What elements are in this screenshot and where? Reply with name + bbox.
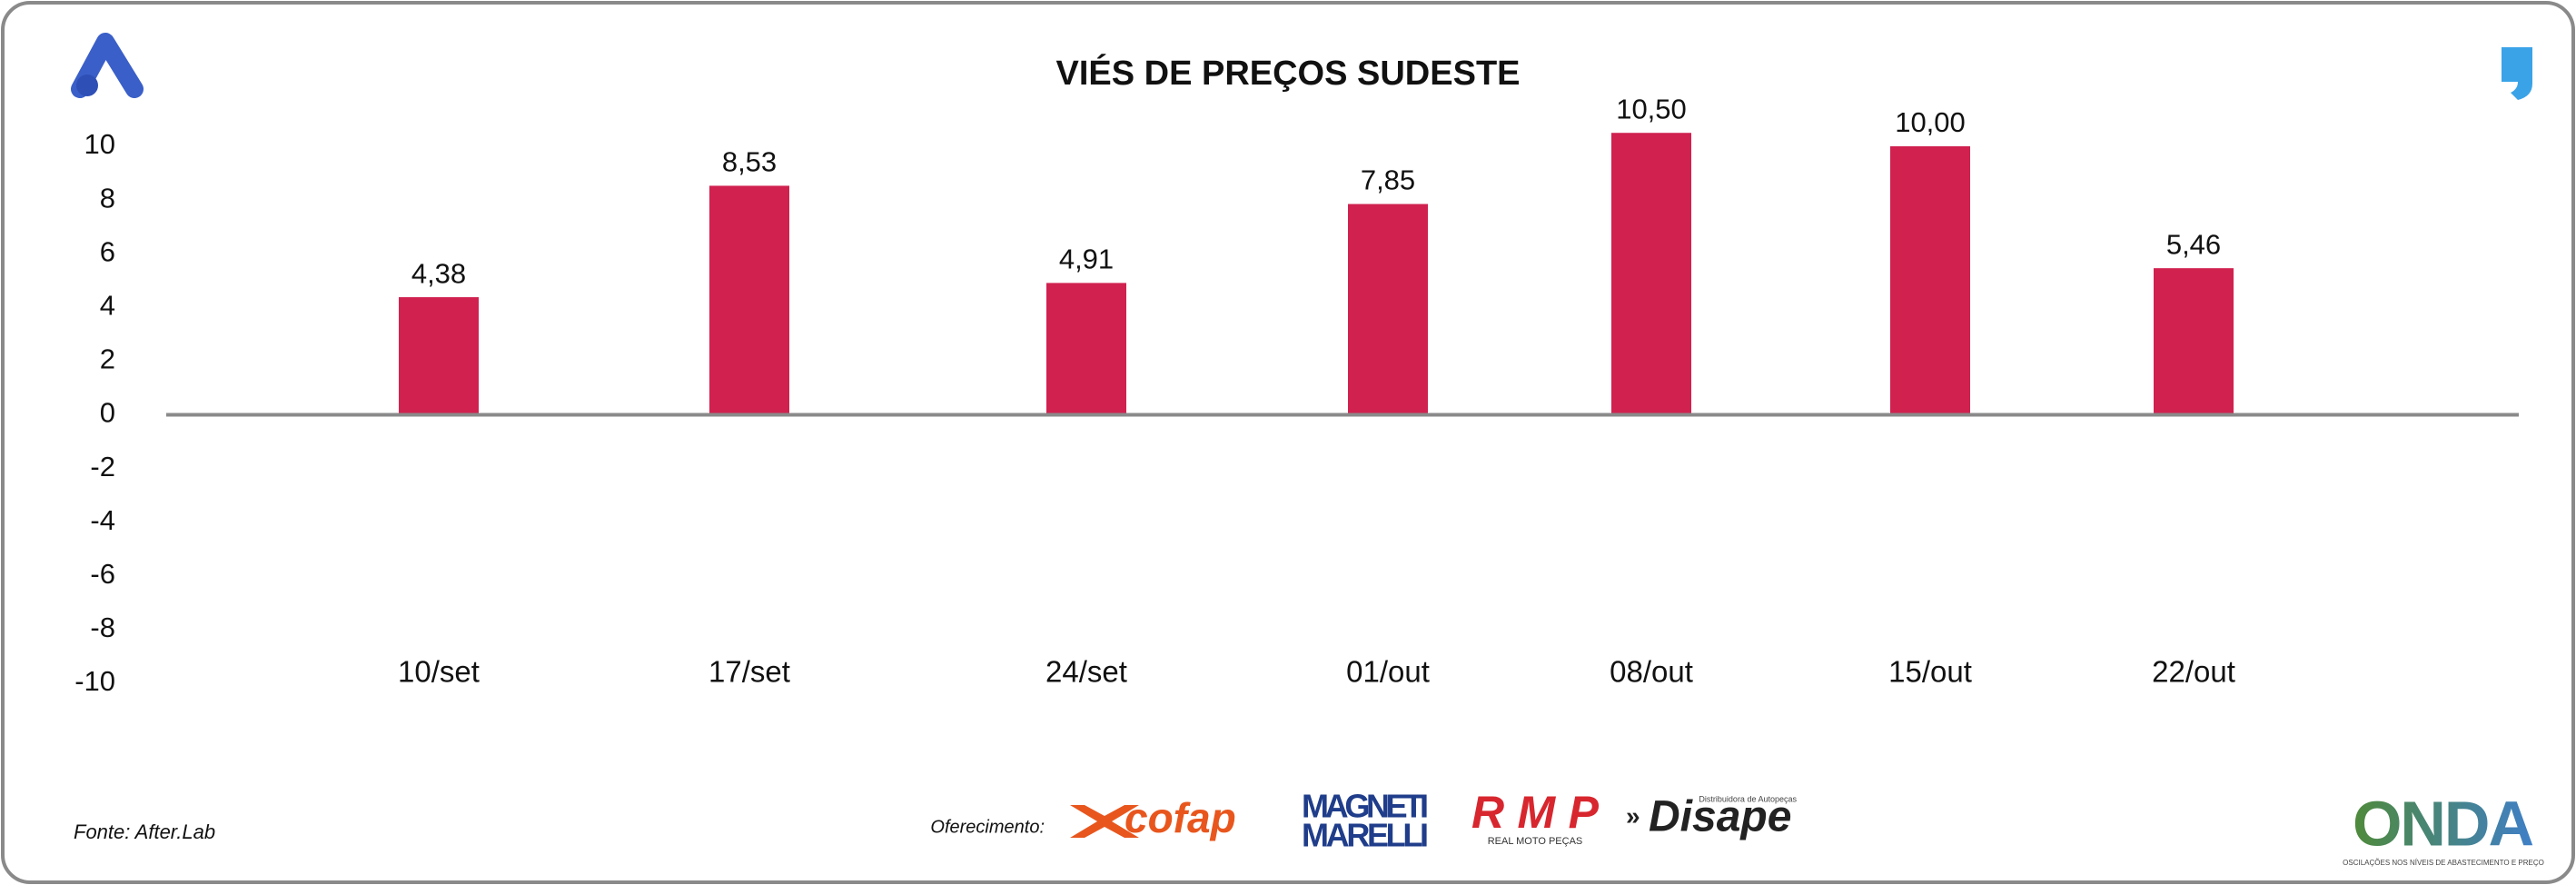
logo-a xyxy=(71,33,144,98)
sponsor: RMP xyxy=(1471,787,1600,838)
y-tick-label: 8 xyxy=(100,182,115,214)
logo-quote xyxy=(2502,47,2532,100)
sponsor: cofap xyxy=(1125,794,1236,841)
source: Fonte: After.Lab xyxy=(74,820,215,843)
sponsor-logos: cofap MAGNETI MARELLI RMP REAL MOTO PEÇA… xyxy=(1070,787,1797,854)
y-tick-label: 10 xyxy=(84,128,115,160)
sponsor: MARELLI xyxy=(1302,817,1429,854)
x-tick-label: 15/out xyxy=(1888,655,1972,689)
x-tick-label: 24/set xyxy=(1045,655,1127,689)
data-label: 10,50 xyxy=(1616,93,1687,124)
y-tick-label: 6 xyxy=(100,235,115,267)
y-tick-label: 4 xyxy=(100,289,115,321)
brand-tagline: OSCILAÇÕES NOS NÍVEIS DE ABASTECIMENTO E… xyxy=(2343,859,2544,867)
chart-title: VIÉS DE PREÇOS SUDESTE xyxy=(1055,53,1520,93)
x-tick-label: 01/out xyxy=(1346,655,1430,689)
cofap-mark xyxy=(1070,805,1139,838)
sponsor: Disape xyxy=(1649,793,1791,841)
x-tick-label: 10/set xyxy=(398,655,480,689)
bar xyxy=(2154,268,2234,415)
disape-mark: » xyxy=(1626,801,1640,830)
data-label: 7,85 xyxy=(1361,164,1415,196)
data-label: 8,53 xyxy=(722,146,777,178)
sponsor-label: Oferecimento: xyxy=(930,817,1045,837)
y-tick-label: -2 xyxy=(90,451,115,482)
bar xyxy=(1611,133,1691,415)
brand: ONDA xyxy=(2353,788,2534,859)
y-tick-label: -10 xyxy=(74,665,115,697)
y-tick-label: -8 xyxy=(90,612,115,643)
data-label: 10,00 xyxy=(1895,106,1966,138)
sponsor: REAL MOTO PEÇAS xyxy=(1488,836,1583,847)
y-tick-label: 2 xyxy=(100,343,115,375)
data-label: 5,46 xyxy=(2166,228,2221,260)
data-label: 4,38 xyxy=(411,257,466,289)
sponsor: MAGNETI xyxy=(1302,788,1429,825)
bar xyxy=(709,185,789,415)
bar xyxy=(1348,204,1428,415)
data-label: 4,91 xyxy=(1059,244,1114,275)
bar xyxy=(1890,146,1970,415)
y-tick-label: -4 xyxy=(90,504,115,536)
bar xyxy=(399,297,479,415)
sponsor: Distribuidora de Autopeças xyxy=(1699,794,1797,803)
x-tick-label: 22/out xyxy=(2152,655,2235,689)
x-tick-label: 08/out xyxy=(1610,655,1693,689)
x-tick-label: 17/set xyxy=(708,655,790,689)
y-tick-label: -6 xyxy=(90,558,115,590)
bar xyxy=(1046,283,1126,415)
y-tick-label: 0 xyxy=(100,397,115,429)
